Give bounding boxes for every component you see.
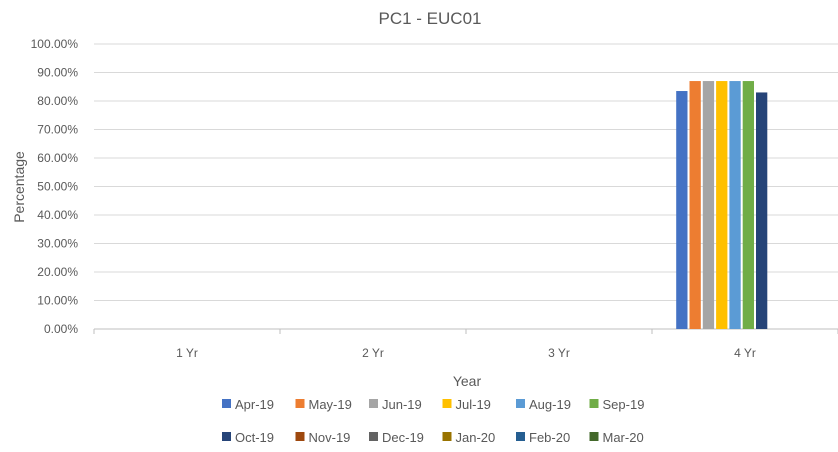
legend-swatch: [222, 399, 231, 408]
legend-label: Jan-20: [456, 430, 496, 445]
bar: [729, 81, 741, 329]
x-axis-title: Year: [453, 373, 482, 389]
bar: [676, 91, 688, 330]
y-tick-label: 30.00%: [37, 237, 78, 251]
legend-label: Sep-19: [603, 397, 645, 412]
y-tick-label: 90.00%: [37, 66, 78, 80]
y-tick-label: 70.00%: [37, 123, 78, 137]
legend-swatch: [516, 432, 525, 441]
legend-label: Aug-19: [529, 397, 571, 412]
y-tick-label: 80.00%: [37, 94, 78, 108]
legend-label: Jun-19: [382, 397, 422, 412]
bar: [689, 81, 701, 329]
gridlines: [94, 43, 838, 330]
legend-label: Jul-19: [456, 397, 491, 412]
x-tick-label: 4 Yr: [734, 346, 756, 360]
y-tick-label: 0.00%: [44, 322, 78, 336]
legend: Apr-19 May-19 Jun-19 Jul-19 Aug-19 Sep-19 Oct-…: [222, 397, 644, 445]
legend-label: May-19: [309, 397, 352, 412]
legend-swatch: [369, 399, 378, 408]
y-tick-label: 40.00%: [37, 208, 78, 222]
legend-label: Oct-19: [235, 430, 274, 445]
legend-label: Apr-19: [235, 397, 274, 412]
y-tick-label: 100.00%: [31, 37, 79, 51]
y-tick-label: 50.00%: [37, 180, 78, 194]
x-tick-label: 2 Yr: [362, 346, 384, 360]
legend-swatch: [295, 432, 305, 441]
x-tick-label: 1 Yr: [176, 346, 198, 360]
bar: [716, 81, 728, 329]
legend-label: Dec-19: [382, 430, 424, 445]
legend-swatch: [516, 399, 525, 408]
bar: [742, 81, 754, 329]
x-axis: 1 Yr 2 Yr 3 Yr 4 Yr: [93, 329, 838, 360]
y-tick-label: 60.00%: [37, 151, 78, 165]
y-axis-title: Percentage: [11, 151, 27, 223]
bars: [676, 81, 768, 330]
legend-label: Mar-20: [603, 430, 644, 445]
y-tick-label: 20.00%: [37, 265, 78, 279]
y-axis-ticks: 0.00% 10.00% 20.00% 30.00% 40.00% 50.00% 60.00…: [31, 37, 79, 336]
legend-swatch: [442, 432, 452, 441]
legend-swatch: [442, 399, 452, 408]
legend-swatch: [295, 399, 305, 408]
legend-swatch: [589, 432, 599, 441]
legend-swatch: [369, 432, 378, 441]
x-tick-label: 3 Yr: [548, 346, 570, 360]
bar: [702, 81, 715, 329]
legend-label: Feb-20: [529, 430, 570, 445]
legend-swatch: [589, 399, 599, 408]
bar: [756, 92, 768, 329]
legend-label: Nov-19: [309, 430, 351, 445]
chart-title: PC1 - EUC01: [379, 9, 482, 28]
y-tick-label: 10.00%: [37, 294, 78, 308]
legend-swatch: [222, 432, 231, 441]
